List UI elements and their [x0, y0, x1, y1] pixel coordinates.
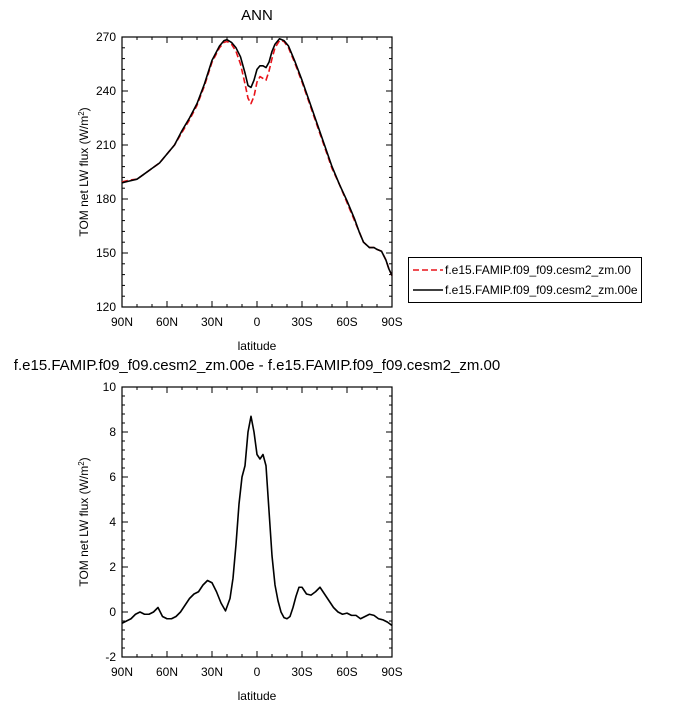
y-tick-label: 6 [109, 470, 116, 484]
top-y-ticks: 120 150 180 210 240 270 [96, 30, 392, 314]
bottom-y-axis-label: TOM net LW flux (W/m2) [77, 457, 92, 586]
y-tick-label: 210 [96, 138, 116, 152]
y-tick-label: 8 [109, 425, 116, 439]
series-line-2 [121, 37, 393, 276]
x-tick-label: 0 [254, 315, 261, 329]
y-tick-label: 180 [96, 192, 116, 206]
x-tick-label: 90S [381, 665, 402, 679]
y-tick-label: 150 [96, 246, 116, 260]
top-x-ticks: 90N 60N 30N 0 30S 60S 90S [111, 37, 403, 329]
y-tick-label: -2 [105, 650, 116, 664]
x-tick-label: 90N [111, 665, 133, 679]
top-plot-frame [121, 36, 393, 308]
y-tick-label: 270 [96, 30, 116, 44]
top-series-lines [121, 37, 393, 276]
x-tick-label: 30N [201, 315, 223, 329]
x-tick-label: 60S [336, 315, 357, 329]
top-y-axis-label: TOM net LW flux (W/m2) [77, 107, 92, 236]
y-tick-label: 2 [109, 560, 116, 574]
y-tick-label: 240 [96, 84, 116, 98]
bottom-x-axis-label: latitude [238, 689, 277, 703]
legend: f.e15.FAMIP.f09_f09.cesm2_zm.00 f.e15.FA… [408, 257, 642, 303]
x-tick-label: 30S [291, 315, 312, 329]
bottom-panel: f.e15.FAMIP.f09_f09.cesm2_zm.00e - f.e15… [14, 357, 500, 703]
x-tick-label: 90S [381, 315, 402, 329]
x-tick-label: 30N [201, 665, 223, 679]
y-tick-label: 10 [103, 380, 117, 394]
y-tick-label: 0 [109, 605, 116, 619]
series-line-1 [121, 39, 393, 276]
legend-label-solid: f.e15.FAMIP.f09_f09.cesm2_zm.00e [445, 283, 638, 297]
legend-item-dashed: f.e15.FAMIP.f09_f09.cesm2_zm.00 [413, 260, 631, 280]
legend-solid-line-icon [413, 289, 443, 291]
top-x-axis-label: latitude [238, 339, 277, 353]
legend-label-dashed: f.e15.FAMIP.f09_f09.cesm2_zm.00 [445, 263, 631, 277]
bottom-y-ticks: -2 0 2 4 6 8 10 [103, 380, 392, 664]
series-line-1 [121, 415, 393, 627]
top-panel-title: ANN [241, 7, 273, 24]
x-tick-label: 60N [156, 665, 178, 679]
y-tick-label: 4 [109, 515, 116, 529]
x-tick-label: 0 [254, 665, 261, 679]
bottom-panel-title: f.e15.FAMIP.f09_f09.cesm2_zm.00e - f.e15… [14, 357, 500, 374]
legend-dashed-line-icon [413, 269, 443, 271]
y-tick-label: 120 [96, 300, 116, 314]
x-tick-label: 60S [336, 665, 357, 679]
bottom-series-lines [121, 415, 393, 627]
x-tick-label: 90N [111, 315, 133, 329]
x-tick-label: 60N [156, 315, 178, 329]
legend-item-solid: f.e15.FAMIP.f09_f09.cesm2_zm.00e [413, 280, 638, 300]
bottom-x-ticks: 90N 60N 30N 0 30S 60S 90S [111, 387, 403, 679]
x-tick-label: 30S [291, 665, 312, 679]
